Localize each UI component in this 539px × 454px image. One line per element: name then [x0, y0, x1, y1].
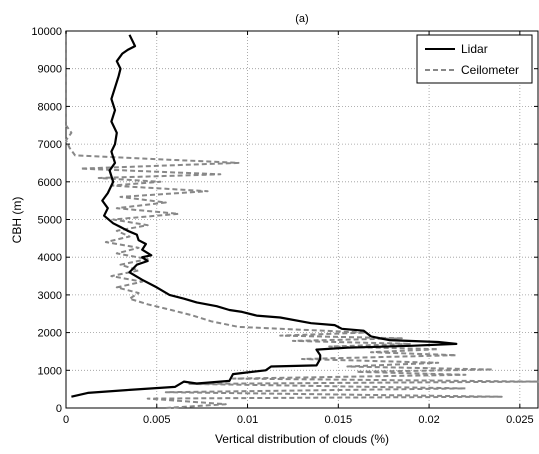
series-layer — [65, 31, 539, 409]
legend-label-ceilometer: Ceilometer — [461, 63, 519, 77]
y-tick-label: 2000 — [38, 328, 62, 340]
series-line-lidar — [71, 34, 458, 398]
y-tick-label: 9000 — [38, 64, 62, 76]
legend-label-lidar: Lidar — [461, 42, 488, 56]
y-axis-label: CBH (m) — [10, 197, 24, 244]
x-tick-label: 0.015 — [325, 414, 353, 426]
x-tick-label: 0 — [63, 414, 69, 426]
x-tick-label: 0.025 — [506, 414, 534, 426]
axis-ticks: 0 0.005 0.01 0.015 0.02 0.025 0 1000 2000 3000 400… — [31, 26, 538, 426]
y-tick-label: 4000 — [38, 252, 62, 264]
plot-frame — [65, 30, 539, 409]
y-tick-label: 0 — [56, 403, 62, 415]
x-tick-label: 0.005 — [143, 414, 171, 426]
x-tick-label: 0.02 — [418, 414, 439, 426]
grid-lines — [66, 31, 538, 408]
y-tick-label: 3000 — [38, 290, 62, 302]
y-tick-label: 8000 — [38, 101, 62, 113]
series-line-ceilometer — [65, 31, 539, 409]
legend: Lidar Ceilometer — [416, 34, 533, 84]
x-tick-label: 0.01 — [237, 414, 258, 426]
y-tick-label: 10000 — [31, 26, 62, 38]
y-tick-label: 7000 — [38, 139, 62, 151]
y-tick-label: 5000 — [38, 215, 62, 227]
y-tick-label: 1000 — [38, 365, 62, 377]
x-axis-label: Vertical distribution of clouds (%) — [215, 432, 389, 446]
y-tick-label: 6000 — [38, 177, 62, 189]
chart-title: (a) — [295, 13, 308, 25]
legend-box — [416, 34, 533, 84]
